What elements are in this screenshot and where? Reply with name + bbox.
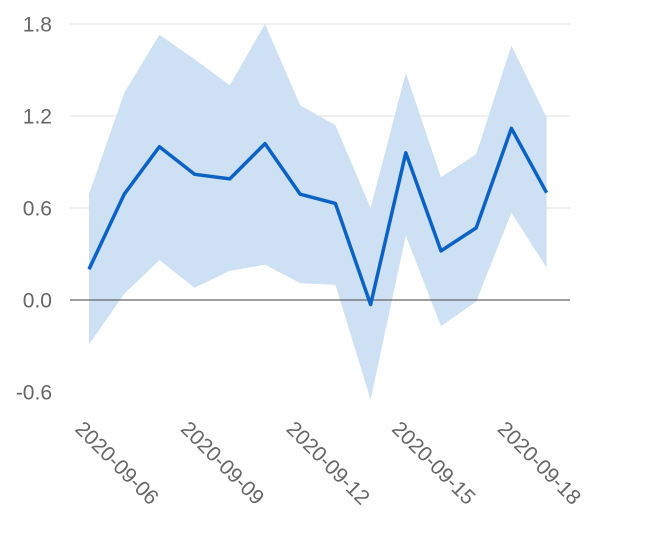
y-tick-label: 0.6 <box>23 198 52 221</box>
x-tick-label: 2020-09-18 <box>493 417 585 509</box>
y-tick-label: 1.8 <box>23 14 52 37</box>
series-line-path <box>87 126 549 307</box>
y-axis-tick-labels: 1.8 1.2 0.6 0.0 -0.6 <box>16 14 52 405</box>
x-axis-tick-labels: 2020-09-06 2020-09-09 2020-09-12 2020-09-15… <box>70 417 585 509</box>
y-tick-label: -0.6 <box>16 382 52 405</box>
y-tick-label: 1.2 <box>23 106 52 129</box>
x-tick-label: 2020-09-12 <box>282 417 374 509</box>
x-tick-label: 2020-09-06 <box>70 417 162 509</box>
x-tick-label: 2020-09-15 <box>387 417 479 509</box>
x-tick-label: 2020-09-09 <box>176 417 268 509</box>
series-line <box>87 126 549 307</box>
band-area <box>89 24 547 400</box>
confidence-band <box>89 24 547 400</box>
y-tick-label: 0.0 <box>23 290 52 313</box>
